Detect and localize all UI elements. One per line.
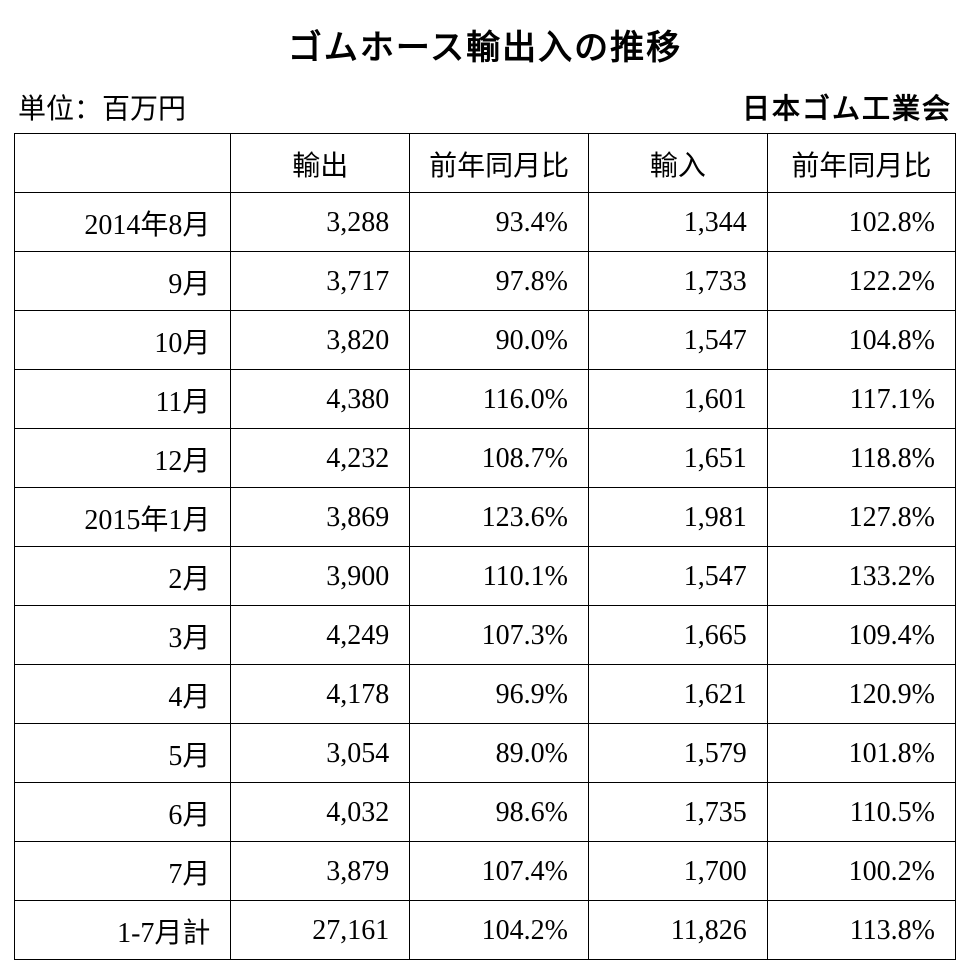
cell-export-yoy: 104.2%: [410, 901, 589, 960]
meta-row: 単位：百万円 日本ゴム工業会: [14, 87, 956, 127]
table-row: 2月3,900110.1%1,547133.2%: [15, 547, 956, 606]
cell-period: 2月: [15, 547, 231, 606]
page-title: ゴムホース輸出入の推移: [14, 20, 956, 69]
cell-period: 5月: [15, 724, 231, 783]
cell-export: 27,161: [231, 901, 410, 960]
cell-import-yoy: 120.9%: [767, 665, 955, 724]
cell-export: 3,869: [231, 488, 410, 547]
cell-period: 7月: [15, 842, 231, 901]
table-row: 5月3,05489.0%1,579101.8%: [15, 724, 956, 783]
cell-export-yoy: 110.1%: [410, 547, 589, 606]
cell-export: 4,380: [231, 370, 410, 429]
cell-period: 1-7月計: [15, 901, 231, 960]
cell-import-yoy: 109.4%: [767, 606, 955, 665]
cell-period: 12月: [15, 429, 231, 488]
cell-import: 11,826: [588, 901, 767, 960]
cell-import-yoy: 118.8%: [767, 429, 955, 488]
table-row: 10月3,82090.0%1,547104.8%: [15, 311, 956, 370]
cell-import-yoy: 102.8%: [767, 193, 955, 252]
cell-export: 4,178: [231, 665, 410, 724]
cell-import: 1,601: [588, 370, 767, 429]
cell-period: 3月: [15, 606, 231, 665]
cell-import: 1,735: [588, 783, 767, 842]
unit-label: 単位：百万円: [18, 87, 186, 127]
cell-import: 1,665: [588, 606, 767, 665]
table-row: 2014年8月3,28893.4%1,344102.8%: [15, 193, 956, 252]
col-export: 輸出: [231, 134, 410, 193]
cell-import: 1,344: [588, 193, 767, 252]
table-header-row: 輸出 前年同月比 輸入 前年同月比: [15, 134, 956, 193]
cell-period: 6月: [15, 783, 231, 842]
cell-export-yoy: 108.7%: [410, 429, 589, 488]
cell-period: 2015年1月: [15, 488, 231, 547]
table-row: 6月4,03298.6%1,735110.5%: [15, 783, 956, 842]
cell-export: 3,900: [231, 547, 410, 606]
cell-export: 3,820: [231, 311, 410, 370]
data-table: 輸出 前年同月比 輸入 前年同月比 2014年8月3,28893.4%1,344…: [14, 133, 956, 960]
cell-import: 1,700: [588, 842, 767, 901]
cell-import-yoy: 100.2%: [767, 842, 955, 901]
table-row: 1-7月計27,161104.2%11,826113.8%: [15, 901, 956, 960]
table-row: 4月4,17896.9%1,621120.9%: [15, 665, 956, 724]
cell-import: 1,547: [588, 311, 767, 370]
table-row: 2015年1月3,869123.6%1,981127.8%: [15, 488, 956, 547]
table-row: 7月3,879107.4%1,700100.2%: [15, 842, 956, 901]
cell-import: 1,733: [588, 252, 767, 311]
cell-export-yoy: 107.4%: [410, 842, 589, 901]
cell-import-yoy: 101.8%: [767, 724, 955, 783]
organization-label: 日本ゴム工業会: [742, 87, 952, 127]
table-body: 2014年8月3,28893.4%1,344102.8% 9月3,71797.8…: [15, 193, 956, 960]
cell-period: 10月: [15, 311, 231, 370]
cell-period: 11月: [15, 370, 231, 429]
table-row: 12月4,232108.7%1,651118.8%: [15, 429, 956, 488]
cell-export: 4,249: [231, 606, 410, 665]
cell-import-yoy: 122.2%: [767, 252, 955, 311]
cell-period: 9月: [15, 252, 231, 311]
cell-import-yoy: 104.8%: [767, 311, 955, 370]
cell-import-yoy: 113.8%: [767, 901, 955, 960]
cell-period: 4月: [15, 665, 231, 724]
col-period: [15, 134, 231, 193]
table-row: 9月3,71797.8%1,733122.2%: [15, 252, 956, 311]
cell-export-yoy: 90.0%: [410, 311, 589, 370]
cell-import: 1,651: [588, 429, 767, 488]
table-row: 3月4,249107.3%1,665109.4%: [15, 606, 956, 665]
cell-import: 1,981: [588, 488, 767, 547]
cell-export-yoy: 116.0%: [410, 370, 589, 429]
cell-import: 1,621: [588, 665, 767, 724]
cell-export: 3,879: [231, 842, 410, 901]
cell-import: 1,579: [588, 724, 767, 783]
cell-export-yoy: 123.6%: [410, 488, 589, 547]
cell-period: 2014年8月: [15, 193, 231, 252]
cell-import: 1,547: [588, 547, 767, 606]
cell-import-yoy: 127.8%: [767, 488, 955, 547]
col-import-yoy: 前年同月比: [767, 134, 955, 193]
cell-import-yoy: 133.2%: [767, 547, 955, 606]
col-export-yoy: 前年同月比: [410, 134, 589, 193]
cell-export-yoy: 96.9%: [410, 665, 589, 724]
cell-export: 3,054: [231, 724, 410, 783]
cell-export: 3,288: [231, 193, 410, 252]
col-import: 輸入: [588, 134, 767, 193]
cell-export-yoy: 89.0%: [410, 724, 589, 783]
cell-export-yoy: 107.3%: [410, 606, 589, 665]
page-container: ゴムホース輸出入の推移 単位：百万円 日本ゴム工業会 輸出 前年同月比 輸入 前…: [0, 0, 970, 980]
cell-export: 4,232: [231, 429, 410, 488]
cell-export-yoy: 93.4%: [410, 193, 589, 252]
cell-export-yoy: 98.6%: [410, 783, 589, 842]
cell-export-yoy: 97.8%: [410, 252, 589, 311]
cell-export: 3,717: [231, 252, 410, 311]
cell-export: 4,032: [231, 783, 410, 842]
table-row: 11月4,380116.0%1,601117.1%: [15, 370, 956, 429]
cell-import-yoy: 117.1%: [767, 370, 955, 429]
cell-import-yoy: 110.5%: [767, 783, 955, 842]
